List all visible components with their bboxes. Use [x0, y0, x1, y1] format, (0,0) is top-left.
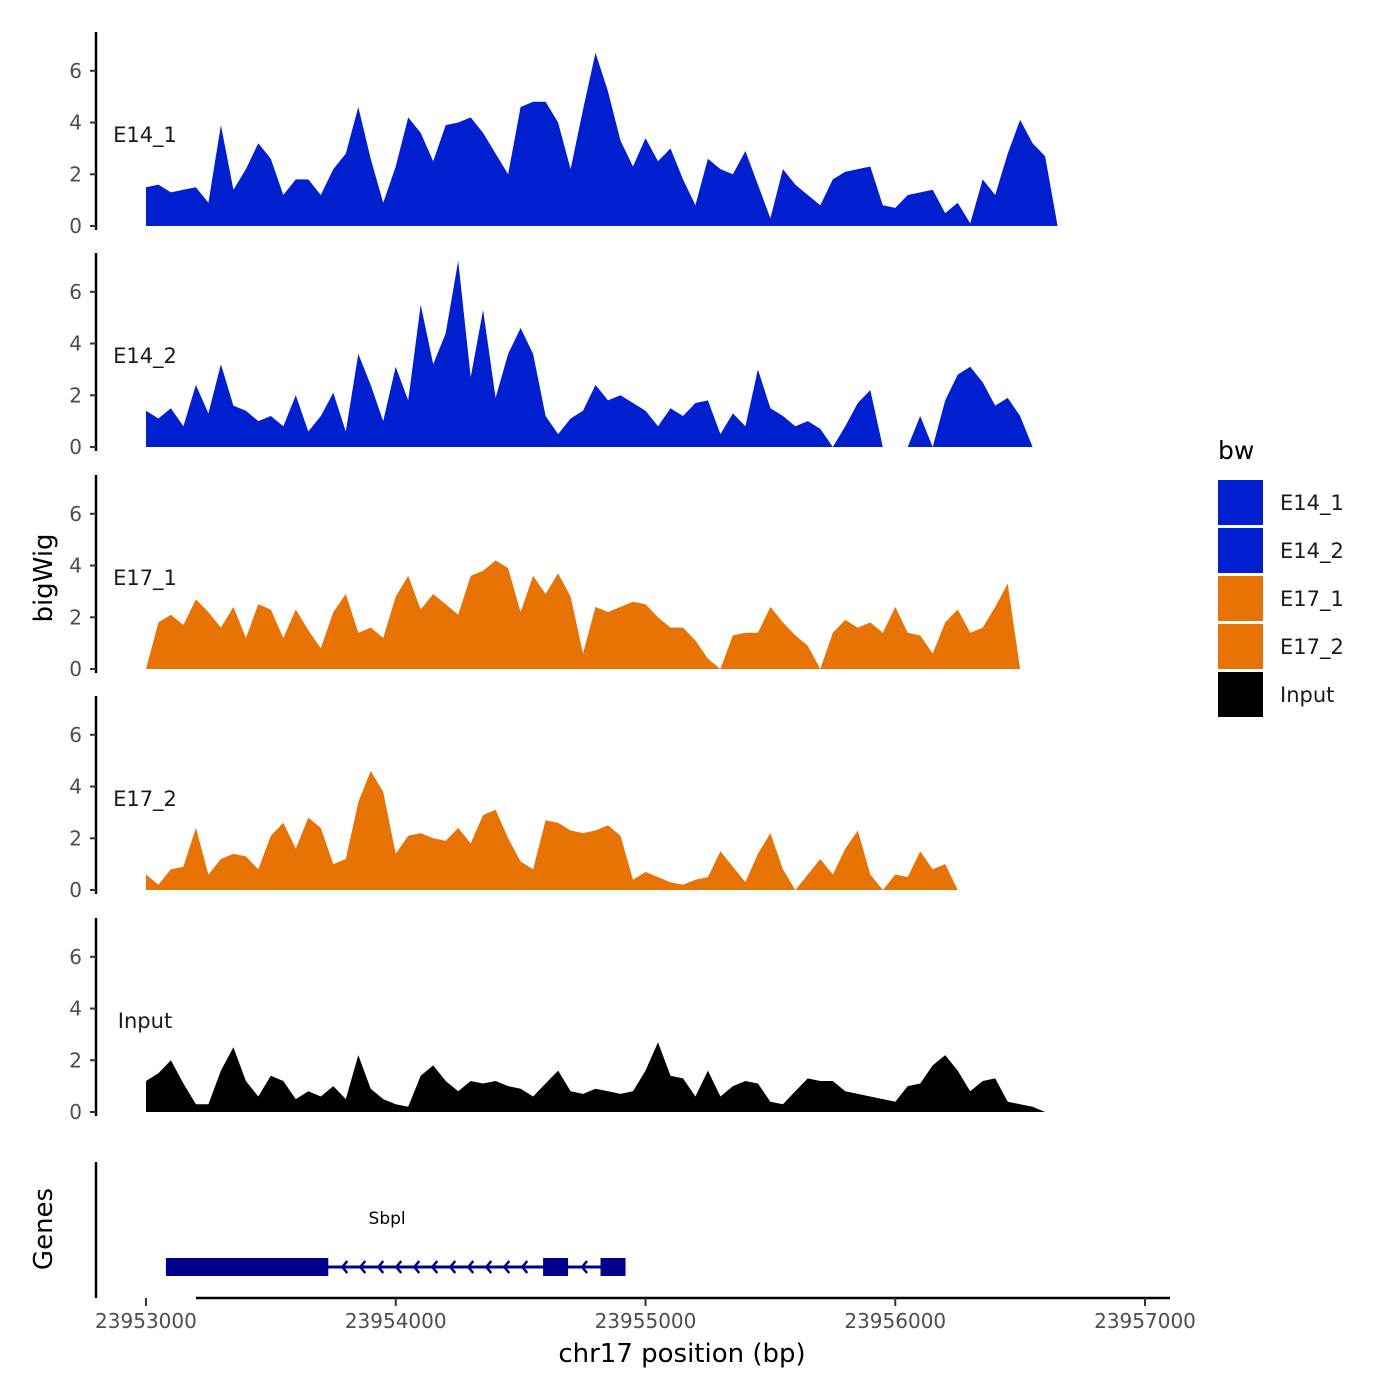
legend-key-E14_2 [1218, 528, 1263, 573]
gene-exon [600, 1258, 626, 1276]
signal-area-E17_1 [146, 560, 1096, 669]
x-tick-label: 23957000 [1094, 1309, 1196, 1333]
y-tick-label: 2 [69, 1048, 82, 1072]
signal-area-E17_2 [146, 771, 1096, 890]
y-tick-label: 0 [69, 657, 82, 681]
track-Input: 0 2 4 6 Input [69, 918, 1096, 1124]
signal-area-E14_1 [146, 52, 1096, 227]
y-axis-title: bigWig [29, 533, 59, 622]
x-tick-label: 23953000 [95, 1309, 197, 1333]
legend-title: bw [1218, 436, 1254, 465]
legend-key-E14_1 [1218, 480, 1263, 525]
gene-exon [543, 1258, 569, 1276]
track-E14_2: 0 2 4 6 E14_2 [69, 253, 1096, 459]
strand-arrow [520, 1260, 529, 1274]
x-tick-label: 23955000 [595, 1309, 697, 1333]
strand-arrow [412, 1260, 421, 1274]
y-tick-label: 4 [69, 554, 82, 578]
y-tick-label: 6 [69, 723, 82, 747]
y-tick-label: 2 [69, 826, 82, 850]
strand-arrow [430, 1260, 439, 1274]
y-tick-label: 6 [69, 59, 82, 83]
track-E14_1: 0 2 4 6 E14_1 [69, 32, 1096, 238]
y-tick-label: 2 [69, 605, 82, 629]
y-tick-label: 0 [69, 878, 82, 902]
strand-arrow [466, 1260, 475, 1274]
track-label-E17_2: E17_2 [113, 787, 177, 812]
gene-Sbpl: Sbpl [165, 1209, 626, 1276]
track-E17_1: 0 2 4 6 E17_1 [69, 475, 1096, 681]
x-tick-label: 23956000 [844, 1309, 946, 1333]
gene-name-label: Sbpl [369, 1209, 406, 1229]
strand-arrow [340, 1260, 349, 1274]
y-tick-label: 6 [69, 945, 82, 969]
strand-arrow [502, 1260, 511, 1274]
track-label-E14_1: E14_1 [113, 123, 177, 148]
strand-arrow [358, 1260, 367, 1274]
gene-exon [165, 1258, 329, 1276]
strand-arrow [376, 1260, 385, 1274]
y-tick-label: 0 [69, 1100, 82, 1124]
y-tick-label: 2 [69, 383, 82, 407]
legend-key-E17_2 [1218, 624, 1263, 669]
strand-arrow [394, 1260, 403, 1274]
legend-key-E17_1 [1218, 576, 1263, 621]
y-tick-label: 4 [69, 332, 82, 356]
y-tick-label: 6 [69, 502, 82, 526]
x-axis-title: chr17 position (bp) [558, 1339, 805, 1369]
legend-label-E17_1: E17_1 [1280, 587, 1344, 612]
x-tick-label: 23954000 [345, 1309, 447, 1333]
track-label-E17_1: E17_1 [113, 566, 177, 591]
legend-label-Input: Input [1280, 683, 1334, 707]
y-tick-label: 4 [69, 997, 82, 1021]
y-tick-label: 0 [69, 435, 82, 459]
genes-axis-title: Genes [29, 1188, 59, 1270]
signal-area-Input [146, 1042, 1096, 1112]
y-tick-label: 0 [69, 214, 82, 238]
strand-arrow [484, 1260, 493, 1274]
legend-key-Input [1218, 672, 1263, 717]
legend-label-E14_1: E14_1 [1280, 491, 1344, 516]
legend-label-E14_2: E14_2 [1280, 539, 1344, 564]
track-E17_2: 0 2 4 6 E17_2 [69, 696, 1096, 902]
x-axis: 23953000 23954000 23955000 23956000 23957000 [95, 1296, 1196, 1333]
y-tick-label: 2 [69, 162, 82, 186]
signal-area-E14_2 [146, 260, 1096, 447]
strand-arrow [448, 1260, 457, 1274]
y-tick-label: 4 [69, 111, 82, 135]
track-label-Input: Input [118, 1009, 172, 1033]
y-tick-label: 4 [69, 775, 82, 799]
y-tick-label: 6 [69, 280, 82, 304]
genes-panel: Sbpl [94, 1162, 626, 1298]
strand-arrow [580, 1260, 589, 1274]
legend: bw E14_1 E14_2 E17_1 E17_2 Input [1218, 436, 1344, 717]
legend-label-E17_2: E17_2 [1280, 635, 1344, 660]
track-label-E14_2: E14_2 [113, 344, 177, 369]
signal-tracks: 0 2 4 6 E14_1 0 2 4 6 E14_2 0 2 4 6 E17_1 0 2 4 6 E17_2 0 2 4 6… [69, 32, 1096, 1124]
